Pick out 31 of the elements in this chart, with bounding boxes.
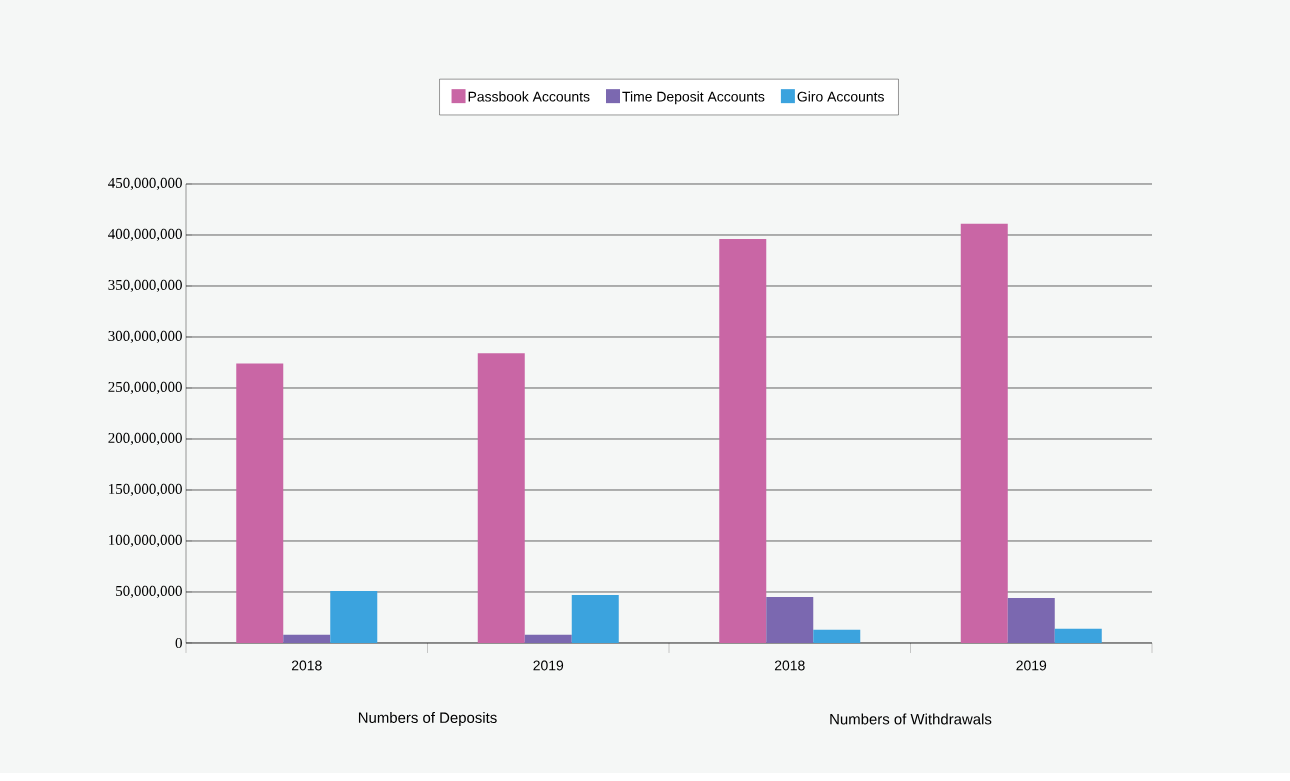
bar xyxy=(719,239,767,643)
bar xyxy=(283,634,331,643)
bar xyxy=(236,363,284,643)
y-tick-label: 50,000,000 xyxy=(116,585,182,599)
bar xyxy=(766,597,814,643)
legend-label: Giro Accounts xyxy=(797,91,884,102)
y-tick-label: 0 xyxy=(175,637,182,649)
y-tick-label: 400,000,000 xyxy=(108,228,182,242)
x-tick-label: 2018 xyxy=(291,660,322,671)
x-tick-label: 2018 xyxy=(774,660,805,671)
bar xyxy=(330,590,378,643)
text: Numbers of Withdrawals xyxy=(830,713,992,725)
y-tick-label: 250,000,000 xyxy=(108,381,182,395)
bar xyxy=(1054,628,1102,643)
x-tick-label: 2019 xyxy=(533,660,564,671)
bar xyxy=(813,629,861,643)
bar xyxy=(960,223,1008,643)
y-tick-label: 200,000,000 xyxy=(108,432,182,446)
legend-label: Time Deposit Accounts xyxy=(622,91,765,105)
bar xyxy=(477,353,525,643)
text: Numbers of Deposits xyxy=(358,712,497,726)
legend-label: Passbook Accounts xyxy=(468,91,590,102)
y-tick-label: 350,000,000 xyxy=(108,279,182,293)
y-tick-label: 300,000,000 xyxy=(108,330,182,344)
bar xyxy=(571,595,619,643)
bar xyxy=(1007,598,1055,643)
y-tick-label: 150,000,000 xyxy=(109,483,182,497)
y-tick-label: 450,000,000 xyxy=(108,177,182,191)
bar xyxy=(524,634,572,643)
y-tick-label: 100,000,000 xyxy=(109,534,182,548)
x-tick-label: 2019 xyxy=(1016,660,1047,671)
